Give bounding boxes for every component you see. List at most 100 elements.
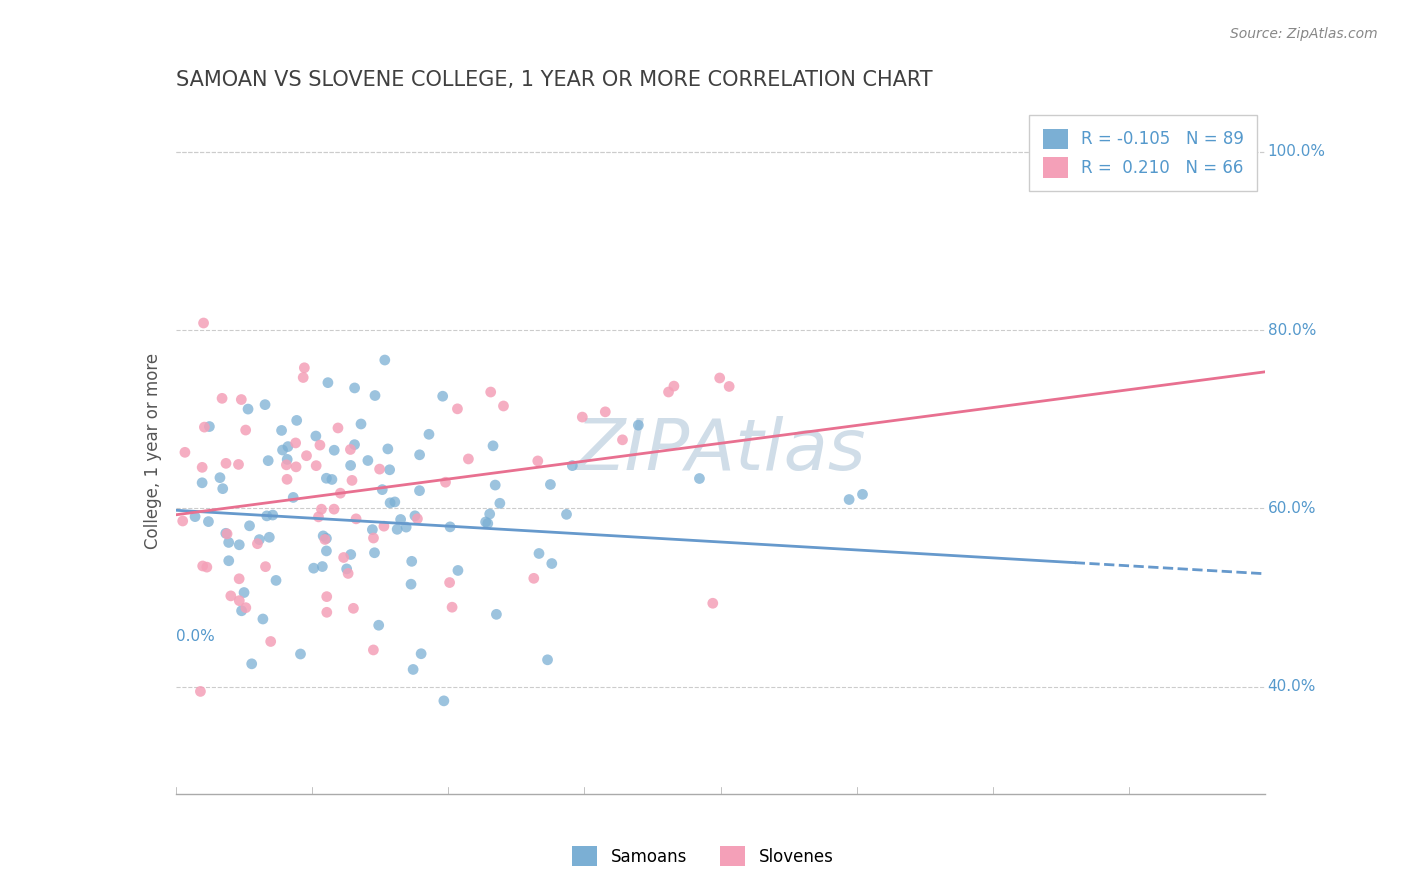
Point <box>406 512 429 526</box>
Point <box>246 537 269 551</box>
Point <box>247 533 270 547</box>
Point <box>309 438 332 452</box>
Point <box>312 529 335 543</box>
Point <box>395 520 418 534</box>
Point <box>235 423 257 437</box>
Point <box>208 470 231 484</box>
Point <box>228 593 250 607</box>
Point <box>478 507 501 521</box>
Text: ZIPAtlas: ZIPAtlas <box>575 416 866 485</box>
Point <box>252 612 274 626</box>
Point <box>172 514 194 528</box>
Point <box>283 491 305 505</box>
Point <box>311 502 333 516</box>
Point <box>439 575 461 590</box>
Point <box>174 445 197 459</box>
Point <box>389 512 412 526</box>
Point <box>526 454 548 468</box>
Point <box>662 379 685 393</box>
Point <box>595 405 617 419</box>
Point <box>377 442 399 456</box>
Point <box>276 472 298 486</box>
Point <box>305 429 328 443</box>
Point <box>363 643 385 657</box>
Point <box>479 385 502 400</box>
Point <box>197 515 219 529</box>
Point <box>315 605 337 619</box>
Point <box>285 413 308 427</box>
Point <box>308 509 330 524</box>
Point <box>374 353 396 368</box>
Point <box>271 443 294 458</box>
Point <box>408 448 430 462</box>
Point <box>378 496 401 510</box>
Point <box>384 495 406 509</box>
Point <box>340 474 363 488</box>
Y-axis label: College, 1 year or more: College, 1 year or more <box>143 352 162 549</box>
Point <box>238 518 260 533</box>
Point <box>540 557 562 571</box>
Point <box>411 647 433 661</box>
Point <box>285 459 308 474</box>
Point <box>373 519 395 533</box>
Legend: R = -0.105   N = 89, R =  0.210   N = 66: R = -0.105 N = 89, R = 0.210 N = 66 <box>1029 115 1257 191</box>
Text: Source: ZipAtlas.com: Source: ZipAtlas.com <box>1230 27 1378 41</box>
Point <box>688 471 710 485</box>
Point <box>433 694 456 708</box>
Point <box>399 577 422 591</box>
Point <box>418 427 440 442</box>
Point <box>211 392 233 406</box>
Point <box>343 437 366 451</box>
Point <box>228 458 250 472</box>
Point <box>709 371 731 385</box>
Point <box>344 512 367 526</box>
Text: 100.0%: 100.0% <box>1268 145 1326 159</box>
Point <box>236 402 259 417</box>
Point <box>489 496 512 510</box>
Point <box>240 657 263 671</box>
Point <box>311 559 333 574</box>
Point <box>219 589 242 603</box>
Point <box>323 443 346 458</box>
Point <box>284 436 307 450</box>
Point <box>339 442 361 457</box>
Point <box>218 535 240 549</box>
Point <box>363 546 385 560</box>
Point <box>851 487 873 501</box>
Point <box>193 316 215 330</box>
Point <box>235 600 257 615</box>
Text: 0.0%: 0.0% <box>176 629 215 644</box>
Point <box>198 419 221 434</box>
Point <box>523 571 546 585</box>
Point <box>228 572 250 586</box>
Point <box>339 548 361 562</box>
Point <box>332 550 354 565</box>
Point <box>378 463 401 477</box>
Point <box>361 523 384 537</box>
Point <box>627 418 650 433</box>
Point <box>215 456 238 470</box>
Point <box>368 462 391 476</box>
Text: 60.0%: 60.0% <box>1268 501 1316 516</box>
Point <box>233 585 256 599</box>
Point <box>329 486 352 500</box>
Point <box>343 381 366 395</box>
Point <box>339 458 361 473</box>
Point <box>571 410 593 425</box>
Point <box>408 483 430 498</box>
Point <box>446 401 468 416</box>
Point <box>193 420 215 434</box>
Point <box>371 483 394 497</box>
Point <box>276 452 298 467</box>
Point <box>474 515 496 529</box>
Point <box>555 508 578 522</box>
Point <box>218 554 240 568</box>
Point <box>215 526 238 541</box>
Point <box>264 574 287 588</box>
Point <box>718 379 741 393</box>
Text: 40.0%: 40.0% <box>1268 680 1316 694</box>
Point <box>350 417 373 431</box>
Point <box>184 509 207 524</box>
Point <box>190 684 212 698</box>
Point <box>612 433 634 447</box>
